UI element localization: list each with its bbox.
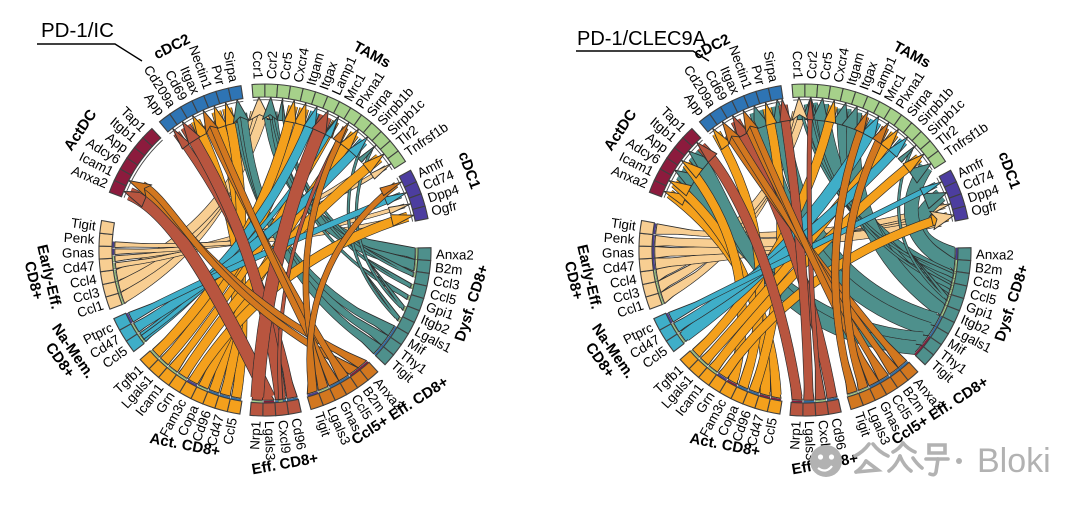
svg-text:Lgals3: Lgals3 bbox=[262, 421, 278, 461]
svg-text:B2m: B2m bbox=[974, 260, 1003, 278]
svg-text:Ccl4: Ccl4 bbox=[69, 272, 98, 291]
svg-text:PD-1/IC: PD-1/IC bbox=[41, 19, 114, 42]
svg-text:Cd96: Cd96 bbox=[288, 417, 309, 451]
svg-text:Ccr2: Ccr2 bbox=[804, 51, 820, 80]
svg-text:Cd47: Cd47 bbox=[62, 258, 95, 276]
svg-text:Pvr: Pvr bbox=[208, 63, 228, 87]
svg-text:Nrp1: Nrp1 bbox=[787, 420, 803, 450]
svg-text:Anxa2: Anxa2 bbox=[976, 247, 1014, 263]
svg-text:B2m: B2m bbox=[434, 260, 463, 278]
svg-text:Ccr1: Ccr1 bbox=[250, 51, 266, 80]
svg-text:Cxcl9: Cxcl9 bbox=[275, 419, 293, 454]
svg-text:Ccl5: Ccl5 bbox=[220, 416, 240, 445]
svg-text:Ccr2: Ccr2 bbox=[264, 51, 280, 80]
svg-text:Cxcr4: Cxcr4 bbox=[290, 46, 312, 84]
svg-text:Gnas: Gnas bbox=[602, 245, 635, 261]
svg-text:Penk: Penk bbox=[603, 230, 635, 247]
svg-text:Tigit: Tigit bbox=[312, 410, 334, 439]
svg-text:Anxa2: Anxa2 bbox=[436, 247, 474, 263]
svg-text:Cxcr4: Cxcr4 bbox=[830, 46, 852, 84]
svg-text:Ogfr: Ogfr bbox=[970, 198, 999, 219]
svg-text:Ccl3: Ccl3 bbox=[611, 285, 641, 306]
svg-text:Sirpa: Sirpa bbox=[221, 50, 242, 84]
svg-text:Bloki: Bloki bbox=[977, 442, 1051, 480]
svg-text:Pvr: Pvr bbox=[748, 63, 768, 87]
svg-text:Ccr1: Ccr1 bbox=[790, 51, 806, 80]
svg-text:Ccl5: Ccl5 bbox=[428, 286, 458, 307]
svg-text:Ccl4: Ccl4 bbox=[609, 272, 638, 291]
svg-text:Ccl3: Ccl3 bbox=[71, 285, 101, 306]
svg-text:Ccr5: Ccr5 bbox=[277, 51, 295, 81]
svg-text:Ccr5: Ccr5 bbox=[817, 51, 835, 81]
svg-text:Tigit: Tigit bbox=[852, 410, 874, 439]
svg-text:Tigit: Tigit bbox=[70, 215, 97, 233]
svg-text:Sirpa: Sirpa bbox=[761, 50, 782, 84]
svg-text:Ogfr: Ogfr bbox=[430, 198, 459, 219]
svg-text:PD-1/CLEC9A: PD-1/CLEC9A bbox=[577, 28, 707, 50]
svg-text:Ccl5: Ccl5 bbox=[968, 286, 998, 307]
svg-text:Cd47: Cd47 bbox=[602, 258, 635, 276]
svg-text:Nrp1: Nrp1 bbox=[247, 420, 263, 450]
svg-text:Ccl5: Ccl5 bbox=[760, 416, 780, 445]
svg-text:Cd96: Cd96 bbox=[828, 417, 849, 451]
svg-text:Penk: Penk bbox=[63, 230, 95, 247]
svg-text:Ccl3: Ccl3 bbox=[432, 273, 461, 293]
svg-text:Tigit: Tigit bbox=[610, 215, 637, 233]
svg-text:Gnas: Gnas bbox=[62, 245, 95, 261]
svg-text:Ccl3: Ccl3 bbox=[972, 273, 1001, 293]
